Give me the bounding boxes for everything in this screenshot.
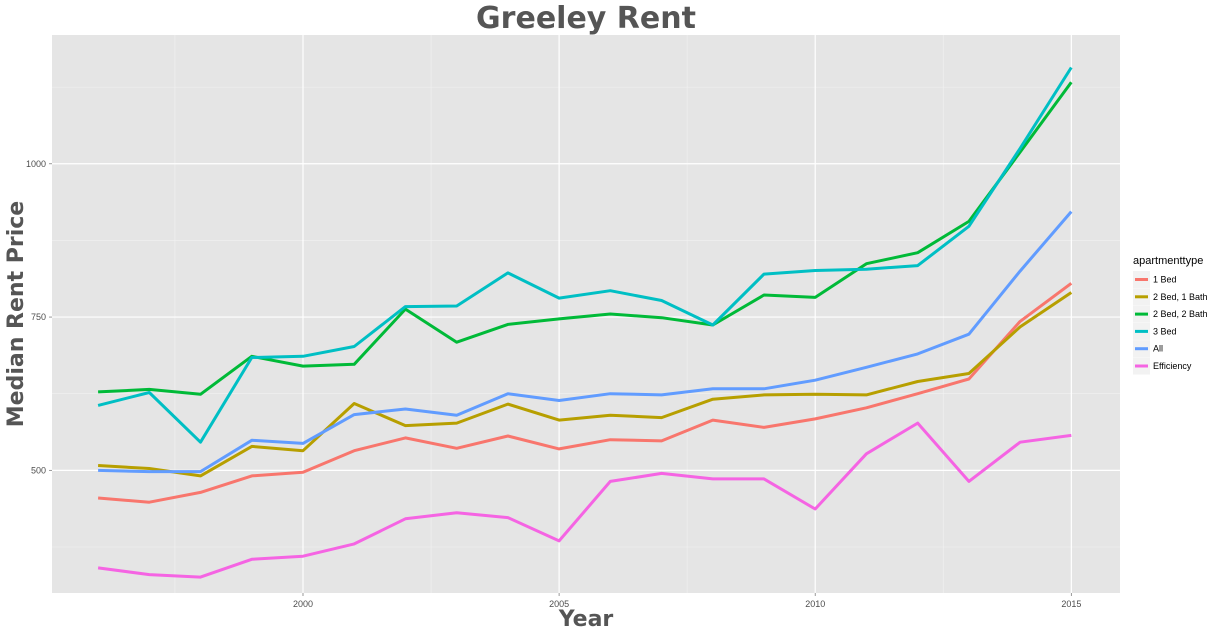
legend: apartmenttype 1 Bed 2 Bed, 1 Bath 2 Bed, 2… [1133, 255, 1208, 375]
series-line-3-bed [97, 66, 1073, 444]
plot-panel [52, 35, 1120, 593]
y-tick-label: 500 [31, 465, 46, 475]
legend-label-all: All [1153, 344, 1163, 354]
y-tick-label: 1000 [26, 159, 46, 169]
series-line-2-bed-1-bath [98, 291, 1073, 478]
legend-label-3-bed: 3 Bed [1153, 326, 1177, 336]
x-tick-label: 2005 [549, 599, 569, 609]
series-line-1-bed [97, 282, 1073, 504]
series-line-all [98, 210, 1073, 474]
x-tick-label: 2000 [293, 599, 313, 609]
series-line-efficiency [97, 421, 1072, 579]
legend-title: apartmenttype [1133, 255, 1203, 267]
x-tick-label: 2015 [1061, 599, 1081, 609]
x-tick-label: 2010 [805, 599, 825, 609]
legend-label-2-bed-1-bath: 2 Bed, 1 Bath [1153, 292, 1208, 302]
legend-label-1-bed: 1 Bed [1153, 275, 1177, 285]
legend-label-2-bed-2-bath: 2 Bed, 2 Bath [1153, 309, 1208, 319]
y-tick-label: 750 [31, 312, 46, 322]
y-axis-title: Median Rent Price [4, 201, 29, 427]
chart-title: Greeley Rent [476, 1, 696, 36]
legend-label-efficiency: Efficiency [1153, 361, 1192, 371]
x-axis-title: Year [558, 607, 614, 632]
